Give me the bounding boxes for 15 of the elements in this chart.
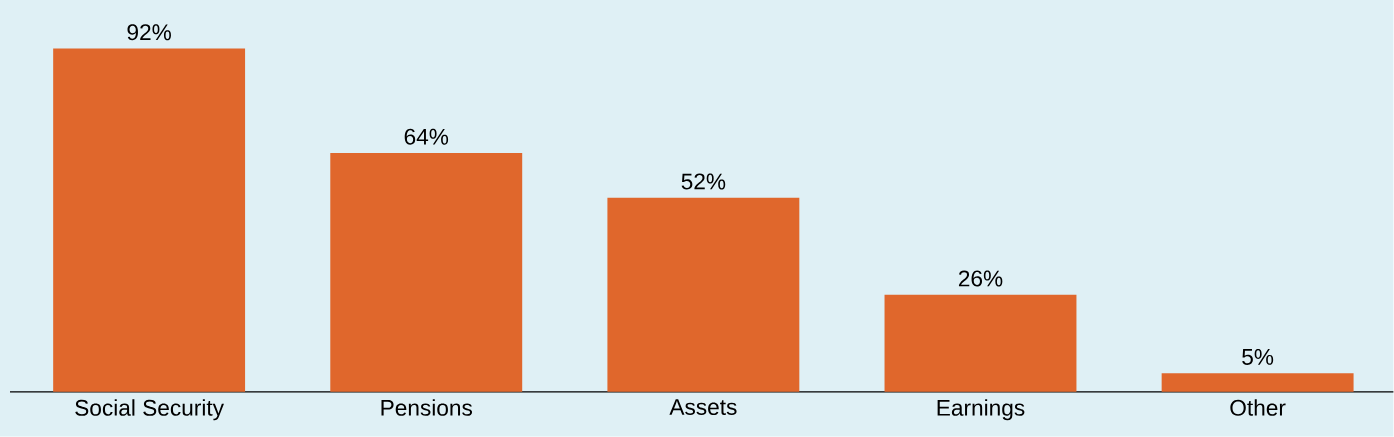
bar — [607, 197, 800, 392]
data-label: 92% — [127, 24, 171, 41]
bar — [884, 294, 1077, 392]
x-tick-label: Social Security — [75, 399, 224, 421]
x-tick-label: Pensions — [381, 399, 473, 416]
bar — [53, 48, 246, 392]
x-tick-label: Other — [1230, 399, 1286, 416]
x-tick-label: Earnings — [937, 399, 1025, 421]
data-label: 5% — [1242, 349, 1274, 366]
data-label: 26% — [958, 270, 1003, 287]
data-label: 64% — [404, 128, 449, 145]
data-label: 52% — [681, 173, 726, 190]
bar — [1161, 373, 1354, 392]
bar — [330, 153, 523, 392]
x-tick-label: Assets — [669, 399, 737, 416]
